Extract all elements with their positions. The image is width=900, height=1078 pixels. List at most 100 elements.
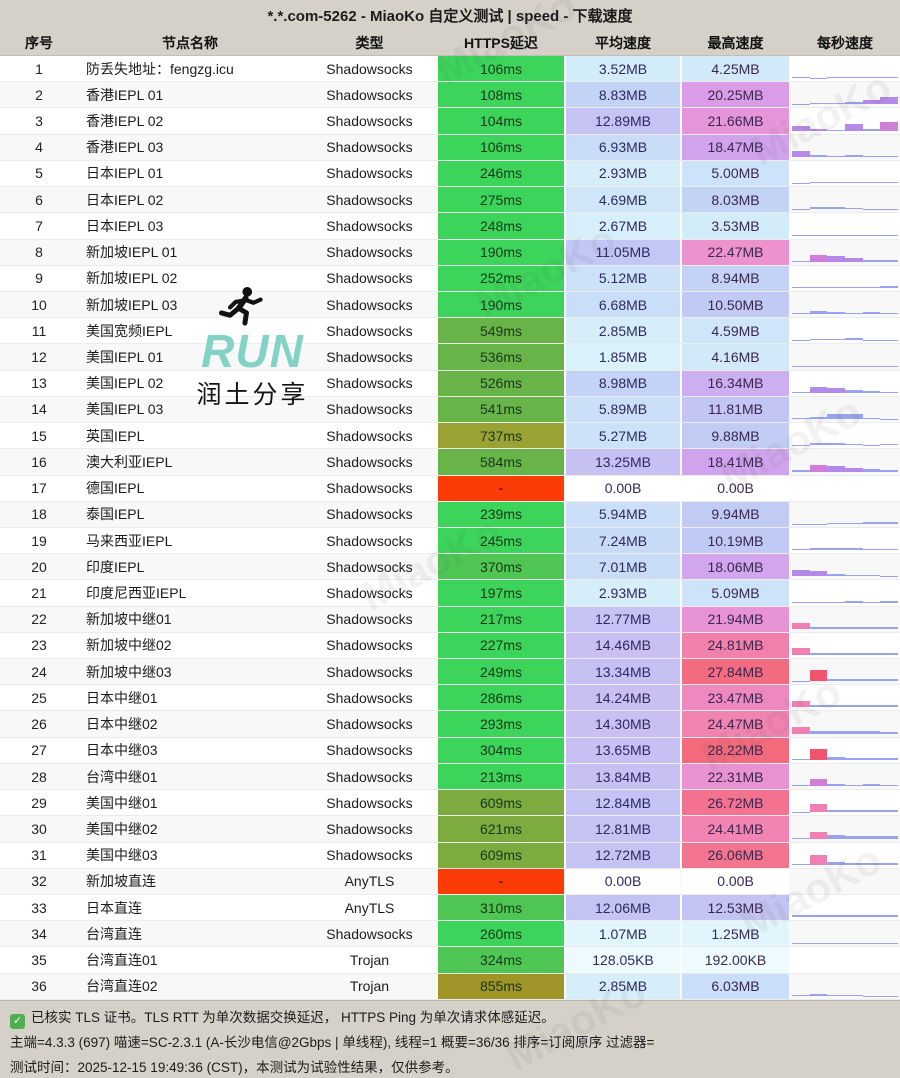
sparkline-bar: [862, 601, 881, 603]
sparkline-bars: [792, 266, 899, 288]
sparkline-bar: [809, 626, 828, 629]
sparkline-bar: [827, 102, 846, 105]
sparkline-bar: [809, 365, 828, 367]
sparkline-bar: [809, 181, 828, 184]
sparkline-bar: [792, 647, 810, 656]
sparkline-bar: [845, 575, 863, 577]
sparkline-bars: [792, 344, 899, 367]
sparkline-bar: [809, 705, 828, 708]
sparkline-bar: [809, 77, 828, 79]
per-second-speed-sparkline: [790, 685, 900, 710]
node-type: AnyTLS: [344, 899, 395, 916]
node-name: 防丢失地址：fengzg.icu: [86, 60, 234, 77]
sparkline-bar: [792, 915, 810, 918]
node-type: Shadowsocks: [326, 217, 413, 234]
sparkline-bars: [792, 816, 899, 839]
row-index: 29: [31, 794, 47, 811]
sparkline-bars: [792, 187, 899, 210]
sparkline-bar: [845, 601, 863, 603]
sparkline-bar: [792, 759, 810, 760]
table-row: 1 防丢失地址：fengzg.icu Shadowsocks 106ms 3.52MB 4…: [0, 56, 900, 83]
node-name: 新加坡中继01: [86, 611, 172, 628]
sparkline-bars: [792, 895, 899, 918]
avg-speed-cell: 8.83MB: [566, 82, 680, 108]
max-speed-cell: 21.66MB: [682, 108, 789, 134]
sparkline-bars: [792, 423, 899, 446]
max-speed-cell: 6.03MB: [682, 973, 789, 999]
sparkline-bar: [845, 234, 863, 236]
sparkline-bar: [845, 522, 863, 524]
sparkline-bar: [827, 862, 846, 865]
sparkline-bar: [827, 465, 846, 472]
sparkline-bar: [809, 311, 828, 315]
report-footer: ✓ 已核实 TLS 证书。TLS RTT 为单次数据交换延迟， HTTPS Pin…: [0, 1000, 900, 1078]
sparkline-bar: [880, 260, 899, 262]
sparkline-bar: [792, 837, 810, 839]
table-row: 20 印度IEPL Shadowsocks 370ms 7.01MB 18.06MB: [0, 554, 900, 581]
table-row: 23 新加坡中继02 Shadowsocks 227ms 14.46MB 24.81MB: [0, 632, 900, 660]
sparkline-bar: [880, 549, 899, 551]
https-latency-cell: 227ms: [438, 632, 564, 659]
sparkline-bar: [792, 570, 810, 577]
sparkline-bar: [827, 601, 846, 603]
https-latency-cell: 106ms: [438, 134, 564, 160]
sparkline-bars: [792, 135, 899, 157]
row-index: 12: [31, 349, 47, 366]
sparkline-bars: [792, 213, 899, 236]
https-latency-cell: 106ms: [438, 56, 564, 82]
sparkline-bar: [862, 365, 881, 367]
row-index: 4: [35, 139, 43, 156]
per-second-speed-sparkline: [790, 476, 900, 501]
per-second-speed-sparkline: [790, 318, 900, 343]
node-name: 日本中继03: [86, 742, 158, 759]
sparkline-bar: [845, 548, 863, 551]
per-second-speed-sparkline: [790, 528, 900, 553]
sparkline-bar: [827, 442, 846, 446]
max-speed-cell: 24.47MB: [682, 711, 789, 737]
sparkline-bar: [809, 748, 828, 760]
sparkline-bars: [792, 371, 899, 393]
col-header-avg-speed: 平均速度: [595, 34, 651, 51]
avg-speed-cell: 12.89MB: [566, 108, 680, 134]
sparkline-bar: [862, 731, 881, 734]
per-second-speed-sparkline: [790, 843, 900, 868]
node-type: Shadowsocks: [326, 532, 413, 549]
table-row: 21 印度尼西亚IEPL Shadowsocks 197ms 2.93MB 5.09MB: [0, 580, 900, 607]
https-latency-cell: 293ms: [438, 711, 564, 737]
sparkline-bar: [880, 757, 899, 760]
avg-speed-cell: 2.67MB: [566, 213, 680, 239]
max-speed-cell: 10.50MB: [682, 291, 789, 318]
max-speed-cell: 12.53MB: [682, 895, 789, 921]
avg-speed-cell: 14.46MB: [566, 632, 680, 659]
table-row: 17 德国IEPL Shadowsocks -0.00B 0.00B: [0, 475, 900, 502]
sparkline-bars: [792, 161, 899, 184]
row-index: 8: [35, 244, 43, 261]
row-index: 24: [31, 663, 47, 680]
node-name: 美国IEPL 02: [86, 375, 164, 392]
https-latency-cell: 190ms: [438, 239, 564, 265]
node-type: Shadowsocks: [326, 480, 413, 497]
row-index: 1: [35, 60, 43, 77]
per-second-speed-sparkline: [790, 711, 900, 736]
node-type: Trojan: [349, 978, 390, 995]
node-type: Shadowsocks: [326, 322, 413, 339]
sparkline-bar: [827, 156, 846, 157]
https-latency-cell: 855ms: [438, 973, 564, 999]
sparkline-bar: [792, 811, 810, 813]
avg-speed-cell: 11.05MB: [566, 239, 680, 265]
sparkline-bars: [792, 108, 899, 131]
table-row: 35 台湾直连01 Trojan 324ms 128.05KB 192.00KB: [0, 947, 900, 974]
node-name: 马来西亚IEPL: [86, 532, 173, 549]
sparkline-bar: [845, 389, 863, 393]
footer-line-tls: ✓ 已核实 TLS 证书。TLS RTT 为单次数据交换延迟， HTTPS Pin…: [10, 1005, 890, 1030]
https-latency-cell: 304ms: [438, 737, 564, 763]
sparkline-bar: [792, 365, 810, 367]
node-name: 美国中继03: [86, 847, 158, 864]
table-row: 2 香港IEPL 01 Shadowsocks 108ms 8.83MB 20.25MB: [0, 82, 900, 109]
table-header: 序号 节点名称 类型 HTTPS延迟 平均速度 最高速度 每秒速度: [0, 30, 900, 56]
per-second-speed-sparkline: [790, 633, 900, 658]
row-index: 3: [35, 113, 43, 130]
avg-speed-cell: 2.93MB: [566, 580, 680, 606]
sparkline-bar: [845, 155, 863, 157]
https-latency-cell: 536ms: [438, 344, 564, 370]
